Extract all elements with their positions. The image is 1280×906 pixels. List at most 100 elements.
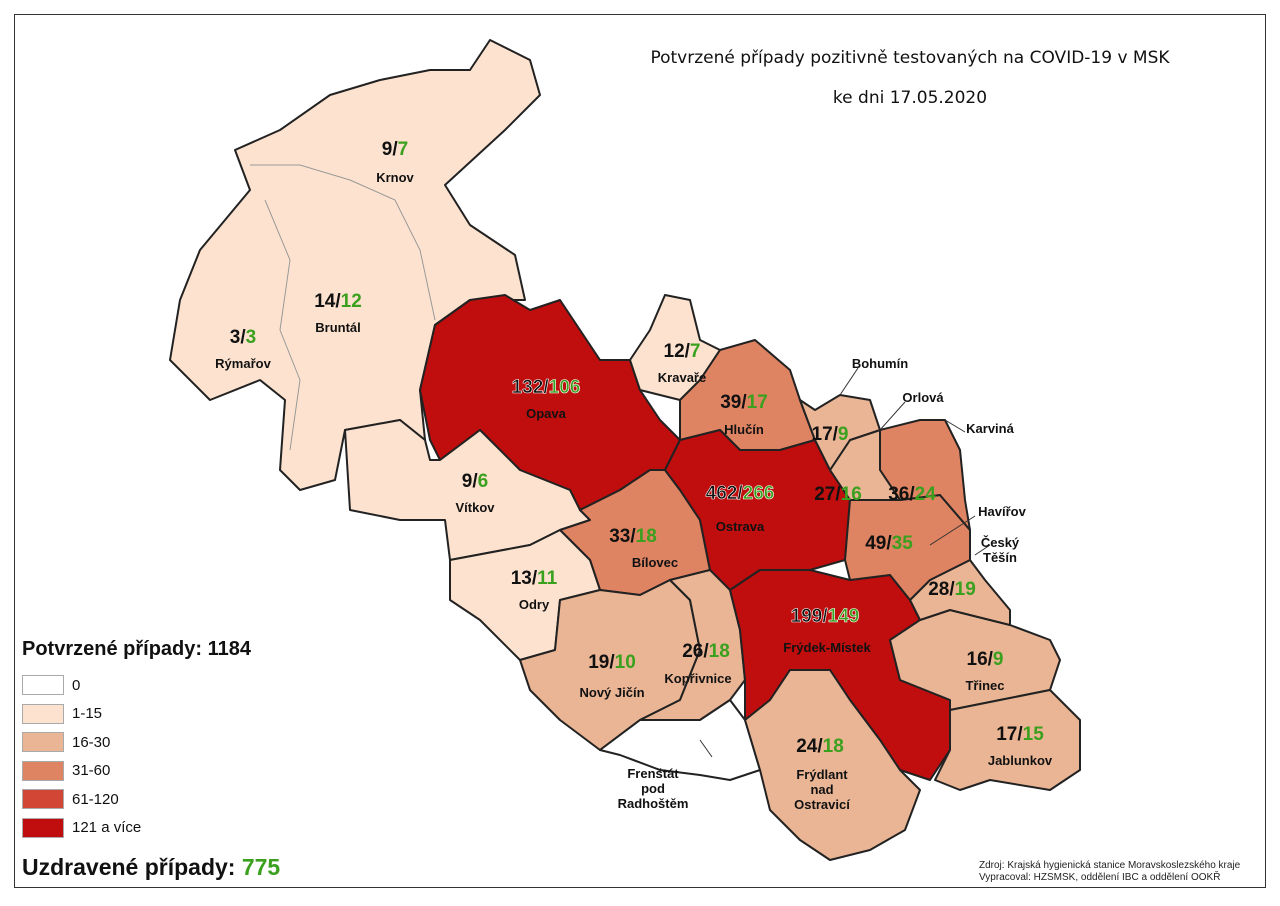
source-note: Zdroj: Krajská hygienická stanice Moravs… <box>979 860 1240 884</box>
region-name-line: Jablunkov <box>988 753 1053 768</box>
recovered-label: Uzdravené případy: <box>22 854 236 880</box>
confirmed-count: 16/ <box>967 649 994 670</box>
confirmed-count: 14/ <box>314 291 341 312</box>
case-count: 199/149 <box>791 606 860 627</box>
legend-title: Potvrzené případy: 1184 <box>22 638 251 660</box>
recovered-count: 9 <box>838 424 849 445</box>
confirmed-count: 9/ <box>462 471 479 492</box>
confirmed-count: 39/ <box>720 392 747 413</box>
case-count: 17/15 <box>996 724 1044 745</box>
map-frame <box>14 14 1266 888</box>
case-count: 49/35 <box>865 533 913 554</box>
region-name-line: Frenštát <box>627 766 679 781</box>
region-name-line: Frýdlant <box>796 767 848 782</box>
boundary-line <box>250 164 436 321</box>
recovered-count: 15 <box>1023 724 1045 745</box>
confirmed-count: 9/ <box>382 139 399 160</box>
region-name: Frenštát pod Radhoštěm <box>618 766 689 811</box>
recovered-count: 7 <box>398 139 409 160</box>
leader-line <box>944 419 966 433</box>
leader-line <box>879 401 906 431</box>
leader-line <box>699 739 713 758</box>
region-name: Ostrava <box>716 519 765 534</box>
recovered-count: 6 <box>478 471 489 492</box>
recovered-total: Uzdravené případy: 775 <box>22 854 280 881</box>
region-name: Frýdlant nad Ostravicí <box>794 767 850 812</box>
map-date: ke dni 17.05.2020 <box>832 88 988 108</box>
legend-label: 0 <box>72 676 81 694</box>
region-jablunkov <box>934 689 1081 791</box>
recovered-count: 17 <box>747 392 768 413</box>
region-name-line: Radhoštěm <box>618 796 689 811</box>
region-name: Krnov <box>376 170 414 185</box>
region-bohumín <box>799 394 881 471</box>
case-count: 26/18 <box>682 641 730 662</box>
recovered-count: 18 <box>709 641 730 662</box>
legend-item: 0 <box>22 674 80 696</box>
region-name: Bohumín <box>852 356 908 371</box>
legend-swatch <box>22 732 64 752</box>
recovered-count: 7 <box>690 341 701 362</box>
case-count: 16/9 <box>967 649 1004 670</box>
region-name-line: Bruntál <box>315 320 361 335</box>
region-frenštát-pod-radhoštěm <box>599 699 761 781</box>
case-count: 33/18 <box>609 526 657 547</box>
legend-label: 16-30 <box>72 733 111 751</box>
recovered-count: 35 <box>892 533 914 554</box>
case-count: 36/24 <box>888 484 936 505</box>
region-name: Frýdek-Místek <box>783 640 871 655</box>
recovered-value: 775 <box>241 854 281 880</box>
confirmed-count: 49/ <box>865 533 892 554</box>
case-count: 3/3 <box>230 327 256 348</box>
recovered-count: 266 <box>743 483 775 504</box>
recovered-count: 11 <box>537 568 558 589</box>
case-count: 39/17 <box>720 392 768 413</box>
region-name-line: Nový Jičín <box>579 685 644 700</box>
recovered-count: 18 <box>823 736 844 757</box>
region-name: Nový Jičín <box>579 685 644 700</box>
region-name: Odry <box>519 597 550 612</box>
region-name-line: Rýmařov <box>215 356 271 371</box>
confirmed-count: 24/ <box>796 736 823 757</box>
region-name-line: Kravaře <box>658 370 706 385</box>
region-name: Rýmařov <box>215 356 271 371</box>
recovered-count: 12 <box>341 291 362 312</box>
region-name-line: Bílovec <box>632 555 678 570</box>
region-name: Hlučín <box>724 422 764 437</box>
case-count: 132/106 <box>512 377 581 398</box>
leader-line <box>929 515 976 546</box>
case-count: 9/7 <box>382 139 408 160</box>
region-name-line: Odry <box>519 597 550 612</box>
legend-item: 1-15 <box>22 703 102 725</box>
legend-swatch <box>22 760 64 781</box>
region-name: Havířov <box>978 504 1026 519</box>
region-name: Karviná <box>966 421 1014 436</box>
case-count: 19/10 <box>588 652 636 673</box>
recovered-count: 9 <box>993 649 1004 670</box>
region-name-line: nad <box>810 782 833 797</box>
confirmed-count: 33/ <box>609 526 636 547</box>
region-name-line: Vítkov <box>455 500 495 515</box>
confirmed-count: 36/ <box>888 484 915 505</box>
region-krnov <box>169 39 541 491</box>
region-name: Jablunkov <box>988 753 1053 768</box>
region-name: Opava <box>526 406 567 421</box>
region-name-line: Karviná <box>966 421 1014 436</box>
region-name-line: Havířov <box>978 504 1026 519</box>
case-count: 12/7 <box>664 341 701 362</box>
case-count: 9/6 <box>462 471 488 492</box>
confirmed-count: 27/ <box>814 484 841 505</box>
region-name-line: Třinec <box>965 678 1004 693</box>
case-count: 17/9 <box>812 424 849 445</box>
region-frýdlant-nad-ostravicí <box>744 669 921 861</box>
confirmed-count: 3/ <box>230 327 247 348</box>
source-line: Zdroj: Krajská hygienická stanice Moravs… <box>979 860 1241 871</box>
confirmed-count: 13/ <box>511 568 538 589</box>
legend-label: 1-15 <box>72 705 103 722</box>
recovered-count: 24 <box>915 484 937 505</box>
region-name: Orlová <box>902 390 944 405</box>
recovered-count: 19 <box>955 579 976 600</box>
case-count: 462/266 <box>706 483 775 504</box>
legend-label: 31-60 <box>72 762 111 779</box>
case-count: 28/19 <box>928 579 976 600</box>
